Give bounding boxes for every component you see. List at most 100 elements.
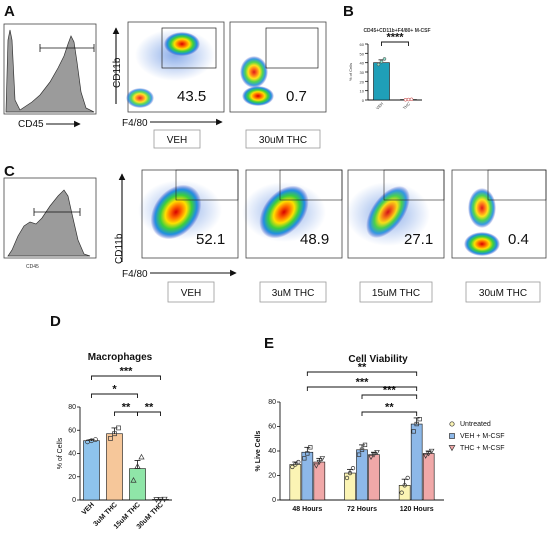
chart-e-point — [344, 475, 350, 481]
legend-label: VEH + M-CSF — [460, 433, 505, 440]
chart-b-y-tick: 10 — [360, 89, 365, 94]
panel-c-label-veh: VEH — [181, 288, 202, 299]
chart-e-y-tick: 40 — [268, 448, 276, 455]
chart-e-bar — [422, 453, 435, 501]
chart-e-sig-bracket — [361, 411, 418, 416]
chart-e-y-tick: 20 — [268, 473, 276, 480]
panel-c-label-box-veh — [167, 281, 215, 303]
chart-d-point — [138, 453, 145, 460]
panel-c-label-box-30um — [465, 281, 541, 303]
panel-a-dotplot-thc — [229, 21, 327, 113]
chart-e-sig-label: *** — [356, 377, 370, 389]
panel-c-dotplot-15um — [346, 169, 445, 259]
chart-d-x-tick: VEH — [81, 501, 96, 516]
chart-e-bar — [344, 472, 356, 501]
legend-label: Untreated — [460, 421, 491, 428]
chart-b-point — [406, 97, 411, 102]
panel-a-value-veh: 43.5 — [177, 88, 206, 105]
chart-d-y-tick: 40 — [68, 451, 76, 458]
chart-b-bar — [373, 62, 390, 101]
chart-e-point — [308, 445, 313, 450]
chart-e-bar — [289, 464, 302, 501]
chart-b-point — [379, 59, 384, 64]
chart-b-y-tick: 20 — [360, 79, 365, 84]
chart-e-point — [371, 452, 377, 458]
chart-e-point — [290, 464, 295, 470]
chart-d-point — [112, 431, 117, 437]
chart-e-point — [368, 454, 374, 461]
chart-e-point — [417, 417, 422, 422]
chart-b-y-tick: 60 — [360, 42, 365, 47]
chart-e-x-tick: 120 Hours — [400, 506, 434, 513]
chart-b-x-tick: VEH — [375, 101, 384, 110]
chart-e-point — [411, 429, 416, 434]
chart-e-y-tick: 60 — [268, 424, 276, 431]
panel-label-a: A — [4, 3, 15, 20]
chart-e-x-tick: 48 Hours — [292, 506, 322, 513]
chart-d-sig-bracket — [91, 375, 161, 380]
panel-c-value-veh: 52.1 — [196, 231, 225, 248]
chart-d-point — [161, 496, 168, 503]
chart-d-ylabel: % of Cells — [57, 437, 64, 469]
chart-e-point — [305, 451, 310, 456]
chart-e-point — [316, 459, 323, 465]
chart-e-point — [313, 463, 320, 469]
chart-d-sig-bracket — [137, 411, 161, 416]
chart-e-point — [296, 459, 301, 465]
panel-c-dotplot-veh — [138, 169, 239, 259]
panel-a-label-box-thc — [245, 129, 321, 149]
chart-e-point — [362, 442, 368, 448]
legend-label: THC + M-CSF — [460, 445, 505, 452]
chart-e-title: Cell Viability — [348, 354, 408, 365]
chart-d-point — [116, 425, 121, 431]
chart-e-point — [405, 475, 410, 481]
chart-e-point — [350, 466, 356, 471]
chart-e-point — [402, 483, 407, 488]
chart-b-sig-label: **** — [386, 32, 404, 44]
chart-b-sig-bracket — [381, 41, 409, 46]
chart-e-bar — [301, 451, 314, 501]
chart-d-bar — [106, 433, 123, 501]
chart-e-ylabel: % Live Cells — [255, 430, 262, 471]
chart-d-point — [134, 463, 141, 469]
chart-e-point — [422, 453, 429, 459]
chart-b: CD45+CD11b+F4/80+ M-CSF 0 10 20 30 40 50 60 % of… — [348, 28, 431, 111]
panel-label-c: C — [4, 163, 15, 180]
chart-b-point — [376, 62, 381, 67]
chart-e-bar — [398, 484, 411, 501]
chart-e: Cell Viability 0 20 40 60 80 % Live Cells 48 Ho… — [255, 354, 505, 513]
chart-e-sig-label: ** — [385, 402, 394, 414]
panel-a-label-thc: 30uM THC — [259, 135, 307, 146]
chart-b-y-tick: 30 — [360, 70, 365, 75]
chart-b-point — [403, 97, 408, 102]
chart-d-y-tick: 0 — [72, 497, 76, 504]
chart-d-point — [93, 437, 98, 442]
panel-a-label-veh: VEH — [167, 135, 188, 146]
chart-b-title: CD45+CD11b+F4/80+ M-CSF — [363, 28, 430, 34]
legend-marker-thc — [448, 445, 456, 452]
chart-e-y-tick: 0 — [272, 497, 276, 504]
chart-e-point — [374, 450, 380, 456]
panel-a-dotplot-veh — [126, 21, 225, 113]
chart-e-point — [414, 421, 419, 427]
panel-a-hist-xlabel: CD45 — [18, 119, 44, 130]
chart-e-sig-label: ** — [358, 362, 367, 374]
chart-e-sig-bracket — [306, 386, 418, 391]
panel-a-histogram — [3, 23, 97, 115]
chart-d-sig-bracket — [91, 393, 138, 398]
chart-d-sig-label: *** — [120, 366, 134, 378]
panel-c-dotplot-3um — [242, 169, 343, 259]
chart-e-bar — [313, 461, 326, 501]
chart-d-y-tick: 80 — [68, 404, 76, 411]
chart-e-sig-label: *** — [383, 385, 397, 397]
panel-c-value-15um: 27.1 — [404, 231, 433, 248]
chart-e-point — [356, 452, 362, 457]
chart-d-bar — [129, 468, 146, 501]
chart-e-x-tick: 72 Hours — [347, 506, 377, 513]
chart-b-point — [382, 57, 387, 61]
chart-d-point — [108, 436, 113, 441]
chart-e-point — [319, 456, 326, 462]
panel-c-label-box-3um — [259, 281, 327, 303]
